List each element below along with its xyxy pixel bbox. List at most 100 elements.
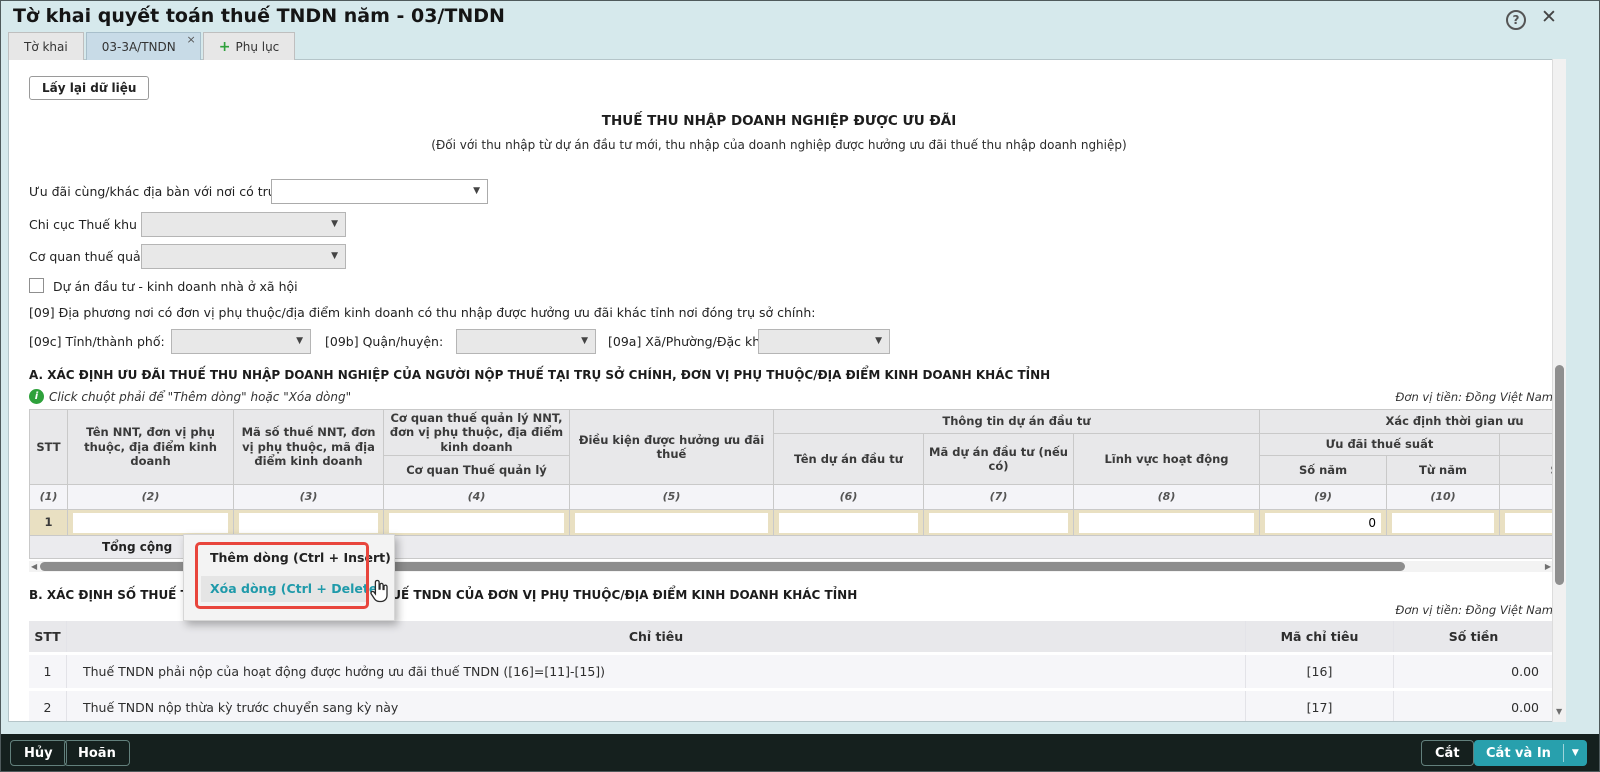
section-a-title: A. XÁC ĐỊNH ƯU ĐÃI THUẾ THU NHẬP DOANH N… — [29, 368, 1051, 382]
form-panel: Lấy lại dữ liệu THUẾ THU NHẬP DOANH NGHI… — [8, 59, 1566, 722]
chevron-down-icon: ▼ — [875, 336, 882, 346]
footer-bar: Hủy Hoãn Cắt Cắt và In ▼ — [0, 734, 1600, 772]
tb-row-stt: 1 — [29, 655, 67, 688]
section-b-title: B. XÁC ĐỊNH SỐ THUẾ TNDN ĐƯỢC HƯỞNG ƯU Đ… — [29, 588, 858, 602]
col-header-linh-vuc: Lĩnh vực hoạt động — [1074, 434, 1260, 485]
scroll-down-icon[interactable]: ▼ — [1556, 707, 1563, 716]
group-header-clipped — [1500, 434, 1553, 456]
co-quan-input[interactable] — [389, 512, 564, 533]
cat-va-in-button[interactable]: Cắt và In ▼ — [1474, 740, 1587, 766]
row-cell-co-quan — [384, 510, 570, 536]
row-cell-dieu-kien — [570, 510, 774, 536]
co-quan-select[interactable]: ▼ — [141, 244, 346, 269]
vertical-scrollbar[interactable]: ▼ — [1552, 59, 1566, 722]
ma-du-an-input[interactable] — [929, 512, 1068, 533]
row-cell-ma-du-an — [924, 510, 1074, 536]
chi-cuc-select[interactable]: ▼ — [141, 212, 346, 237]
row-cell-ten-nnt — [68, 510, 234, 536]
huy-button[interactable]: Hủy — [10, 740, 67, 766]
col-header-dieu-kien: Điều kiện được hưởng ưu đãi thuế — [570, 410, 774, 485]
uu-dai-select[interactable]: ▼ — [271, 179, 488, 204]
chevron-down-icon: ▼ — [581, 336, 588, 346]
table-b: STT Chỉ tiêu Mã chỉ tiêu Số tiền 1 Thuế … — [29, 621, 1553, 721]
col-header-ma-du-an: Mã dự án đầu tư (nếu có) — [924, 434, 1074, 485]
f09c-select[interactable]: ▼ — [171, 329, 311, 354]
horizontal-scrollbar-thumb[interactable] — [40, 562, 1405, 571]
hoan-button[interactable]: Hoãn — [64, 740, 130, 766]
horizontal-scrollbar[interactable]: ◀ ▶ — [29, 561, 1553, 572]
tab-to-khai[interactable]: Tờ khai — [8, 32, 84, 60]
tb-header-so-tien: Số tiền — [1448, 629, 1499, 644]
col-header-ten-du-an: Tên dự án đầu tư — [774, 434, 924, 485]
total-row-label: Tổng cộng — [68, 536, 1553, 559]
table-a: STT Tên NNT, đơn vị phụ thuộc, địa điểm … — [29, 409, 1553, 559]
row-cell-linh-vuc — [1074, 510, 1260, 536]
scroll-left-icon[interactable]: ◀ — [31, 562, 38, 571]
table-row[interactable]: 2 Thuế TNDN nộp thừa kỳ trước chuyển san… — [29, 691, 1553, 721]
close-icon[interactable]: ✕ — [1541, 6, 1557, 28]
so-nam-input[interactable] — [1265, 512, 1381, 533]
f09b-label: [09b] Quận/huyện: — [325, 334, 444, 349]
col-number: (4) — [384, 485, 570, 510]
window-title: Tờ khai quyết toán thuế TNDN năm - 03/TN… — [13, 5, 505, 27]
tab-03-3a-tndn[interactable]: 03-3A/TNDN × — [85, 32, 201, 60]
cat-button[interactable]: Cắt — [1421, 740, 1474, 766]
f09b-select[interactable]: ▼ — [456, 329, 596, 354]
tab-label: Phụ lục — [235, 39, 280, 54]
tu-nam-input[interactable] — [1392, 512, 1494, 533]
col-number: (7) — [924, 485, 1074, 510]
row-cell-ten-du-an — [774, 510, 924, 536]
tab-phu-luc[interactable]: + Phụ lục — [202, 32, 296, 60]
ten-nnt-input[interactable] — [73, 512, 228, 533]
reload-data-button[interactable]: Lấy lại dữ liệu — [29, 76, 150, 100]
col-header-ma-so-thue: Mã số thuế NNT, đơn vị phụ thuộc, mã địa… — [234, 410, 384, 485]
ten-du-an-input[interactable] — [779, 512, 918, 533]
row-cell-so-nam — [1260, 510, 1387, 536]
du-an-checkbox[interactable] — [29, 278, 44, 293]
tab-label: Tờ khai — [24, 39, 68, 54]
info-icon: i — [29, 389, 44, 404]
col-number: (6) — [774, 485, 924, 510]
linh-vuc-input[interactable] — [1079, 512, 1254, 533]
table-row[interactable]: 1 Thuế TNDN phải nộp của hoạt động được … — [29, 655, 1553, 691]
tb-header-ma: Mã chỉ tiêu — [1246, 621, 1394, 652]
tab-close-icon[interactable]: × — [186, 33, 196, 46]
col-header-stt: STT — [30, 410, 68, 485]
col-number — [1500, 485, 1553, 510]
row-cell-ma-so-thue — [234, 510, 384, 536]
col-header-so-nam-2: Số năm — [1500, 456, 1553, 485]
tab-strip: Tờ khai 03-3A/TNDN × + Phụ lục — [8, 32, 297, 60]
help-icon[interactable]: ? — [1506, 10, 1526, 30]
titlebar: Tờ khai quyết toán thuế TNDN năm - 03/TN… — [0, 0, 1600, 32]
uu-dai-label: Ưu đãi cùng/khác địa bàn với nơi có trụ … — [29, 184, 337, 199]
col-header-tu-nam: Từ năm — [1387, 456, 1500, 485]
col-header-co-quan-top: Cơ quan thuế quản lý NNT, đơn vị phụ thu… — [384, 410, 570, 456]
col-number: (3) — [234, 485, 384, 510]
scroll-right-icon[interactable]: ▶ — [1544, 562, 1551, 571]
button-divider — [1562, 744, 1564, 762]
row-cell-so-nam-2 — [1500, 510, 1553, 536]
ma-so-thue-input[interactable] — [239, 512, 378, 533]
total-stt-cell — [30, 536, 69, 559]
dieu-kien-input[interactable] — [575, 512, 768, 533]
tb-row-chi-tieu: Thuế TNDN nộp thừa kỳ trước chuyển sang … — [67, 691, 1246, 721]
line-09-text: [09] Địa phương nơi có đơn vị phụ thuộc/… — [29, 305, 816, 320]
so-nam-2-input[interactable] — [1505, 512, 1553, 533]
currency-note-b: Đơn vị tiền: Đồng Việt Nam — [1395, 603, 1554, 617]
du-an-checkbox-label: Dự án đầu tư - kinh doanh nhà ở xã hội — [53, 279, 298, 294]
vertical-scrollbar-thumb[interactable] — [1555, 365, 1564, 585]
group-header-thong-tin-du-an: Thông tin dự án đầu tư — [774, 410, 1260, 434]
context-menu-add-row[interactable]: Thêm dòng (Ctrl + Insert) — [210, 550, 391, 565]
form-heading: THUẾ THU NHẬP DOANH NGHIỆP ĐƯỢC ƯU ĐÃI — [601, 113, 957, 129]
tab-label: 03-3A/TNDN — [101, 39, 176, 54]
form-subheading: (Đối với thu nhập từ dự án đầu tư mới, t… — [431, 138, 1127, 152]
chevron-down-icon: ▼ — [331, 251, 338, 261]
f09a-select[interactable]: ▼ — [758, 329, 890, 354]
tb-row-stt: 2 — [29, 691, 67, 721]
context-menu-delete-row[interactable]: Xóa dòng (Ctrl + Delete) — [201, 576, 383, 602]
group-header-uu-dai-thue-suat: Ưu đãi thuế suất — [1260, 434, 1500, 456]
col-number: (10) — [1387, 485, 1500, 510]
col-number: (2) — [68, 485, 234, 510]
chevron-down-icon[interactable]: ▼ — [1571, 748, 1579, 758]
row-stt-cell: 1 — [30, 510, 68, 536]
